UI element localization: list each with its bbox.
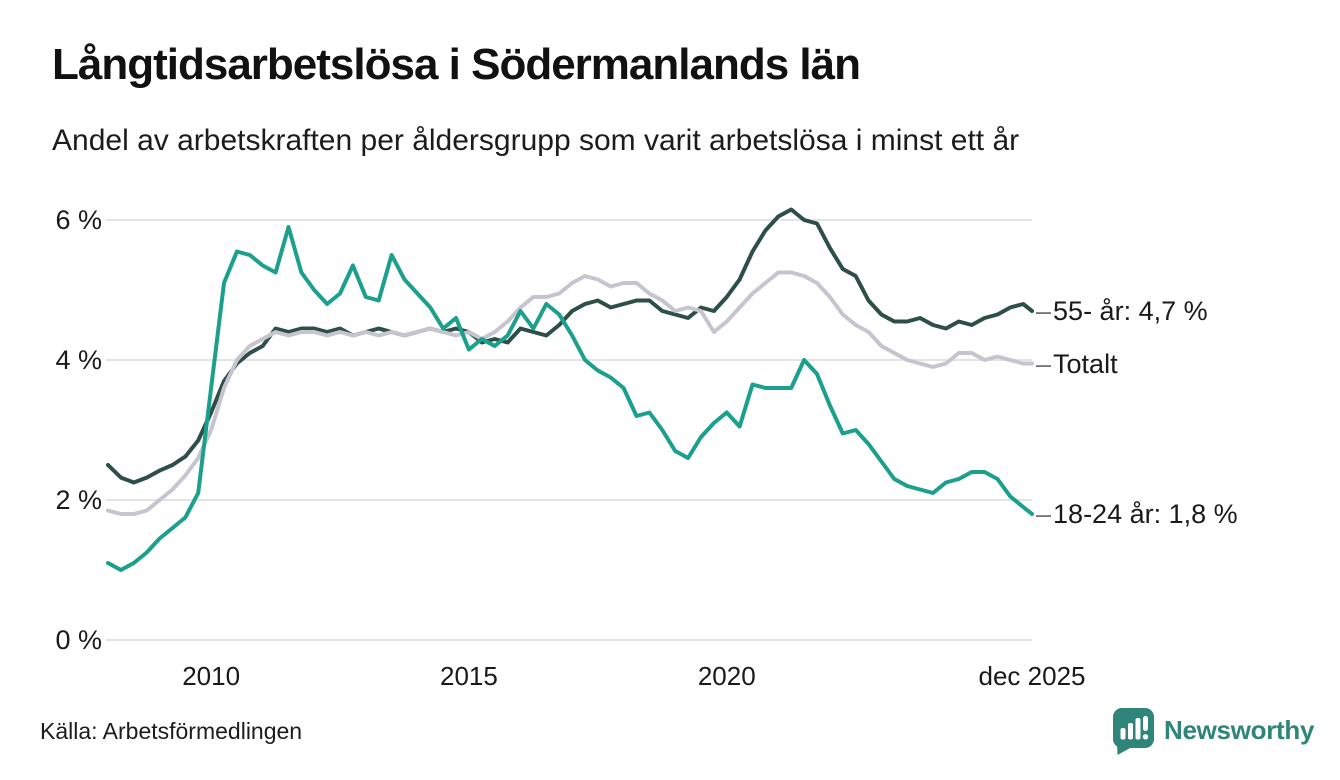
series-line-18-24 — [106, 225, 1034, 572]
series-end-label-55-plus-text: 55- år: 4,7 % — [1053, 296, 1208, 326]
source-attribution: Källa: Arbetsförmedlingen — [40, 718, 303, 744]
label-tick-dash: – — [1036, 499, 1052, 529]
series-line-total — [106, 270, 1034, 516]
page-subtitle: Andel av arbetskraften per åldersgrupp s… — [52, 124, 1020, 157]
brand-wordmark: Newsworthy — [1164, 714, 1315, 745]
page-title: Långtidsarbetslösa i Södermanlands län — [52, 40, 861, 89]
series-end-label-total: –Totalt — [1036, 346, 1118, 382]
series-end-label-18-24-text: 18-24 år: 1,8 % — [1053, 499, 1238, 529]
x-axis-tick-2020: 2020 — [697, 661, 756, 691]
y-axis-tick-6: 6 % — [55, 205, 102, 235]
x-axis-tick-2010: 2010 — [182, 661, 241, 691]
series-line-55-plus — [106, 207, 1034, 485]
label-tick-dash: – — [1036, 348, 1052, 379]
x-axis-tick-2015: 2015 — [440, 661, 498, 691]
series-end-label-55-plus: –55- år: 4,7 % — [1036, 293, 1208, 329]
bar-chart-glyph — [1120, 716, 1149, 740]
y-axis-tick-2: 2 % — [55, 485, 102, 515]
newsworthy-logo-icon — [1113, 708, 1154, 755]
label-tick-dash: – — [1036, 296, 1052, 326]
newsworthy-brand: Newsworthy — [1112, 708, 1314, 756]
y-axis-tick-0: 0 % — [55, 625, 102, 655]
y-axis-tick-4: 4 % — [55, 345, 102, 375]
series-end-label-18-24: –18-24 år: 1,8 % — [1036, 496, 1238, 532]
series-end-label-total-text: Totalt — [1053, 348, 1118, 379]
x-axis-tick-dec-2025: dec 2025 — [978, 661, 1086, 691]
